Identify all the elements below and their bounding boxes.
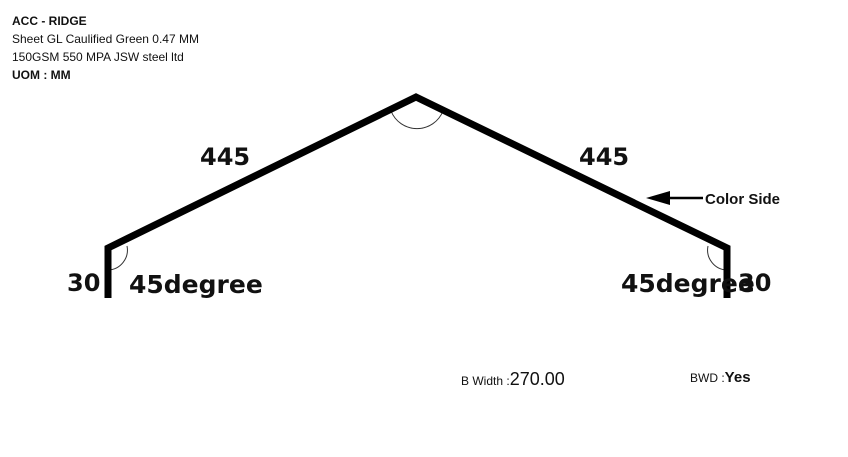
profile-title: ACC - RIDGE: [12, 14, 87, 28]
bwd-field: BWD :Yes: [690, 369, 751, 387]
color-side-arrow-icon: [646, 191, 703, 205]
bwd-label: BWD :: [690, 371, 725, 385]
material-description: Sheet GL Caulified Green 0.47 MM 150GSM …: [12, 32, 199, 64]
right-angle-label: 45degree: [621, 269, 755, 298]
unit-of-measure: UOM : MM: [12, 68, 71, 82]
left-slope-length-label: 445: [200, 143, 250, 171]
profile-header: ACC - RIDGE Sheet GL Caulified Green 0.4…: [12, 12, 212, 84]
right-slope-length-label: 445: [579, 143, 629, 171]
color-side-label: Color Side: [705, 191, 780, 208]
apex-angle-arc: [390, 110, 444, 130]
b-width-value: 270.00: [509, 369, 565, 389]
b-width-label: B Width :: [461, 374, 510, 388]
left-angle-label: 45degree: [129, 270, 263, 299]
right-leg-length-label: 30: [738, 269, 771, 297]
bwd-value: Yes: [724, 369, 751, 386]
left-leg-length-label: 30: [67, 269, 100, 297]
b-width-field: B Width :270.00: [461, 369, 565, 390]
ridge-profile-line: [104, 93, 731, 298]
